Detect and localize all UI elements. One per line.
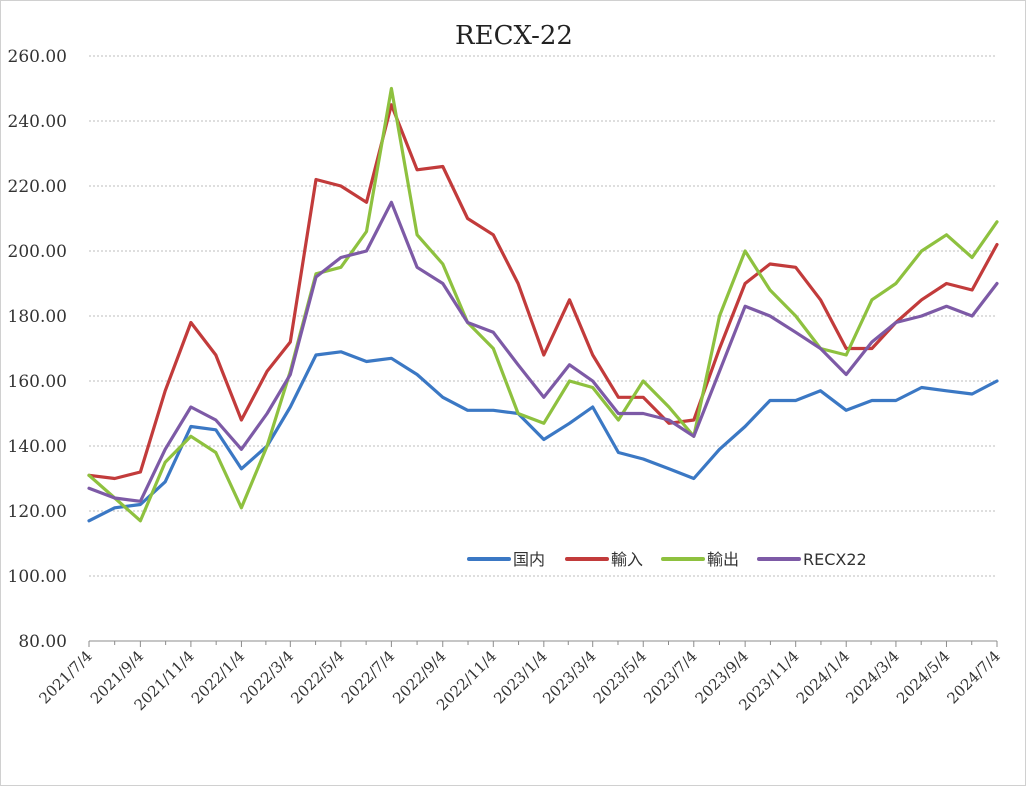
- y-tick-label: 80.00: [18, 632, 67, 652]
- legend-item: 輸出: [661, 550, 739, 569]
- x-tick-label: 2022/5/4: [287, 647, 347, 707]
- x-tick-label: 2023/3/4: [539, 647, 599, 707]
- x-tick-label: 2024/7/4: [943, 647, 1003, 707]
- legend-label: 国内: [513, 550, 545, 569]
- legend-label: RECX22: [803, 550, 867, 569]
- y-tick-label: 240.00: [8, 112, 67, 132]
- chart-title: RECX-22: [455, 21, 573, 51]
- legend-item: 国内: [467, 550, 545, 569]
- series-layer: [87, 86, 999, 523]
- grid-layer: [89, 55, 997, 577]
- x-tick-label: 2024/5/4: [893, 647, 953, 707]
- legend-item: RECX22: [757, 550, 867, 569]
- y-tick-label: 260.00: [8, 47, 67, 67]
- x-tick-label: 2023/7/4: [640, 647, 700, 707]
- x-tick-label: 2022/3/4: [237, 647, 297, 707]
- y-tick-label: 180.00: [8, 307, 67, 327]
- series-line-3: [87, 86, 999, 523]
- x-tick-label: 2024/3/4: [842, 647, 902, 707]
- y-tick-label: 160.00: [8, 372, 67, 392]
- legend-label: 輸出: [707, 550, 739, 569]
- series-line-1: [87, 350, 999, 523]
- y-tick-label: 140.00: [8, 437, 67, 457]
- series-line-4: [87, 200, 999, 503]
- x-tick-label: 2021/7/4: [35, 647, 95, 707]
- x-tick-label: 2023/5/4: [590, 647, 650, 707]
- x-tick-label: 2024/1/4: [793, 647, 853, 707]
- y-tick-label: 120.00: [8, 502, 67, 522]
- y-tick-label: 220.00: [8, 177, 67, 197]
- legend: 国内 輸入 輸出 RECX22: [467, 550, 867, 569]
- y-tick-label: 200.00: [8, 242, 67, 262]
- y-tick-label: 100.00: [8, 567, 67, 587]
- series-line-2: [87, 103, 999, 481]
- x-tick-label: 2022/7/4: [338, 647, 398, 707]
- legend-label: 輸入: [611, 550, 643, 569]
- legend-item: 輸入: [565, 550, 643, 569]
